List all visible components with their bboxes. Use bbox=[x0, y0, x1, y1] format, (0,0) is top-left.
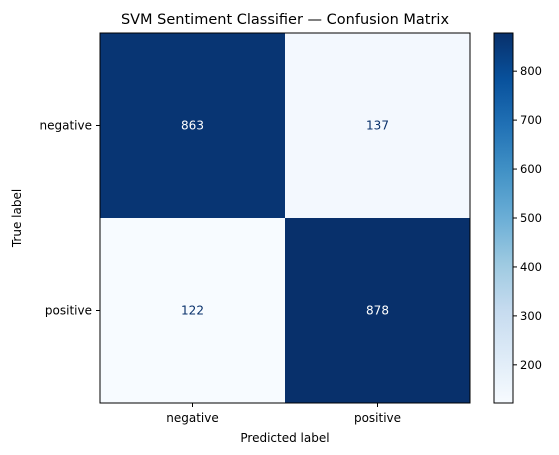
chart-title: SVM Sentiment Classifier — Confusion Mat… bbox=[121, 12, 450, 28]
cell-value-label: 137 bbox=[366, 119, 389, 133]
matrix-cell bbox=[285, 218, 470, 403]
cell-value-label: 122 bbox=[181, 304, 204, 318]
y-ticks: negative positive bbox=[40, 119, 100, 318]
cell-value-label: 878 bbox=[366, 304, 389, 318]
matrix-cells: 863 137 122 878 bbox=[100, 33, 470, 403]
colorbar-tick-label: 800 bbox=[520, 64, 542, 78]
y-axis-label: True label bbox=[10, 189, 24, 248]
cell-value-label: 863 bbox=[181, 119, 204, 133]
matrix-cell bbox=[100, 33, 285, 218]
colorbar-tick-label: 200 bbox=[520, 358, 542, 372]
x-axis-label: Predicted label bbox=[240, 431, 329, 445]
x-tick-label: positive bbox=[354, 411, 401, 425]
x-ticks: negative positive bbox=[166, 403, 401, 425]
colorbar-tick-label: 700 bbox=[520, 113, 542, 127]
colorbar-tick-label: 400 bbox=[520, 260, 542, 274]
x-tick-label: negative bbox=[166, 411, 218, 425]
colorbar-tick-label: 600 bbox=[520, 162, 542, 176]
matrix-cell bbox=[100, 218, 285, 403]
colorbar bbox=[493, 32, 514, 404]
plot-frame bbox=[99, 32, 471, 404]
colorbar-tick-label: 500 bbox=[520, 211, 542, 225]
y-tick-label: negative bbox=[40, 119, 92, 133]
colorbar-ticks: 200 300 400 500 600 700 800 bbox=[513, 64, 542, 372]
colorbar-tick-label: 300 bbox=[520, 309, 542, 323]
matrix-cell bbox=[285, 33, 470, 218]
y-tick-label: positive bbox=[45, 304, 92, 318]
